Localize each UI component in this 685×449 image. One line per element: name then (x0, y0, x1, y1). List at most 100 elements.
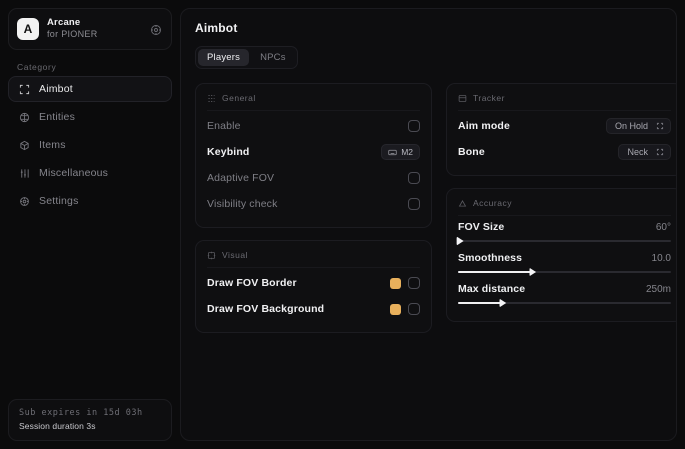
grid-icon (207, 94, 216, 103)
row-label: Keybind (207, 146, 250, 158)
slider-thumb[interactable] (456, 236, 464, 246)
brand-name: Arcane (47, 17, 81, 29)
slider-head: FOV Size 60° (458, 221, 671, 233)
fov-background-color-swatch[interactable] (390, 303, 401, 315)
settings-columns: General Enable Keybind M2 (195, 83, 676, 333)
expand-icon (656, 122, 664, 130)
row-label: Bone (458, 146, 485, 158)
slider-head: Smoothness 10.0 (458, 252, 671, 264)
slider-track[interactable] (458, 298, 671, 308)
gear-icon (19, 196, 30, 207)
card-accuracy: Accuracy FOV Size 60° (446, 188, 676, 322)
page-title: Aimbot (195, 21, 238, 35)
card-visual: Visual Draw FOV Border Draw FOV Backgrou… (195, 240, 432, 333)
card-tracker-title: Tracker (473, 93, 505, 103)
box-icon (19, 140, 30, 151)
sidebar-item-entities[interactable]: Entities (8, 104, 172, 130)
keybind-value: M2 (401, 147, 413, 157)
row-label: Enable (207, 120, 241, 132)
row-bone[interactable]: Bone Neck (458, 139, 671, 165)
slider-fill (458, 271, 533, 273)
slider-head: Max distance 250m (458, 283, 671, 295)
brand-text: Arcane for PIONER (47, 17, 98, 40)
sidebar-item-items[interactable]: Items (8, 132, 172, 158)
tab-npcs[interactable]: NPCs (260, 52, 286, 63)
row-adaptive-fov[interactable]: Adaptive FOV (207, 165, 420, 191)
visibility-check-checkbox[interactable] (408, 198, 420, 210)
row-draw-fov-background[interactable]: Draw FOV Background (207, 296, 420, 322)
card-visual-title: Visual (222, 250, 248, 260)
row-visibility-check[interactable]: Visibility check (207, 191, 420, 217)
entities-icon (19, 112, 30, 123)
sidebar-item-miscellaneous[interactable]: Miscellaneous (8, 160, 172, 186)
target-icon (458, 199, 467, 208)
frame-icon (207, 251, 216, 260)
adaptive-fov-checkbox[interactable] (408, 172, 420, 184)
row-enable[interactable]: Enable (207, 113, 420, 139)
row-label: Aim mode (458, 120, 510, 132)
sidebar-item-label: Miscellaneous (39, 167, 109, 179)
brand-subtitle: for PIONER (47, 29, 98, 40)
fov-border-color-swatch[interactable] (390, 277, 401, 289)
slider-label: Max distance (458, 283, 526, 295)
category-label: Category (17, 62, 57, 72)
slider-fill (458, 302, 503, 304)
main-panel: Aimbot Players NPCs General (180, 8, 677, 441)
slider-thumb[interactable] (529, 267, 537, 277)
sidebar-item-label: Items (39, 139, 66, 151)
row-label: Adaptive FOV (207, 172, 275, 184)
aim-mode-value: On Hold (614, 121, 648, 131)
sidebar-item-label: Settings (39, 195, 79, 207)
card-general-title: General (222, 93, 256, 103)
enable-checkbox[interactable] (408, 120, 420, 132)
gear-icon[interactable] (150, 23, 162, 35)
draw-fov-border-checkbox[interactable] (408, 277, 420, 289)
card-tracker-header: Tracker (458, 93, 671, 111)
slider-thumb[interactable] (499, 298, 507, 308)
sidebar-item-aimbot[interactable]: Aimbot (8, 76, 172, 102)
card-tracker: Tracker Aim mode On Hold Bone (446, 83, 676, 176)
slider-fov-size[interactable]: FOV Size 60° (456, 218, 671, 249)
slider-label: FOV Size (458, 221, 505, 233)
brand-logo: A (17, 18, 39, 40)
bone-dropdown[interactable]: Neck (618, 144, 671, 160)
sidebar-item-label: Entities (39, 111, 76, 123)
sliders-icon (19, 168, 30, 179)
row-controls (390, 277, 420, 289)
sidebar: A Arcane for PIONER Category Ai (8, 8, 172, 441)
slider-track[interactable] (458, 267, 671, 277)
row-draw-fov-border[interactable]: Draw FOV Border (207, 270, 420, 296)
keyboard-icon (388, 149, 397, 155)
slider-value: 250m (645, 284, 671, 295)
slider-label: Smoothness (458, 252, 523, 264)
card-accuracy-title: Accuracy (473, 198, 512, 208)
sidebar-item-label: Aimbot (39, 83, 73, 95)
slider-value: 10.0 (651, 253, 671, 264)
panel-icon (458, 94, 467, 103)
row-label: Draw FOV Border (207, 277, 297, 289)
row-keybind[interactable]: Keybind M2 (207, 139, 420, 165)
row-controls (390, 303, 420, 315)
subscription-footer: Sub expires in 15d 03h Session duration … (8, 399, 172, 441)
sub-expiry-text: Sub expires in 15d 03h (19, 408, 143, 418)
sidebar-item-settings[interactable]: Settings (8, 188, 172, 214)
draw-fov-background-checkbox[interactable] (408, 303, 420, 315)
left-column: General Enable Keybind M2 (195, 83, 432, 333)
slider-max-distance[interactable]: Max distance 250m (458, 280, 671, 311)
tab-players[interactable]: Players (198, 49, 250, 66)
card-general-header: General (207, 93, 420, 111)
slider-value: 60° (655, 222, 671, 233)
slider-track[interactable] (456, 236, 671, 246)
brand-card[interactable]: A Arcane for PIONER (8, 8, 172, 50)
keybind-badge[interactable]: M2 (381, 144, 420, 160)
session-duration-text: Session duration 3s (19, 421, 96, 431)
tab-bar: Players NPCs (195, 46, 298, 69)
row-label: Draw FOV Background (207, 303, 325, 315)
slider-smoothness[interactable]: Smoothness 10.0 (458, 249, 671, 280)
row-aim-mode[interactable]: Aim mode On Hold (458, 113, 671, 139)
card-accuracy-header: Accuracy (458, 198, 671, 216)
aim-mode-dropdown[interactable]: On Hold (605, 118, 671, 134)
crosshair-icon (19, 84, 30, 95)
card-visual-header: Visual (207, 250, 420, 268)
